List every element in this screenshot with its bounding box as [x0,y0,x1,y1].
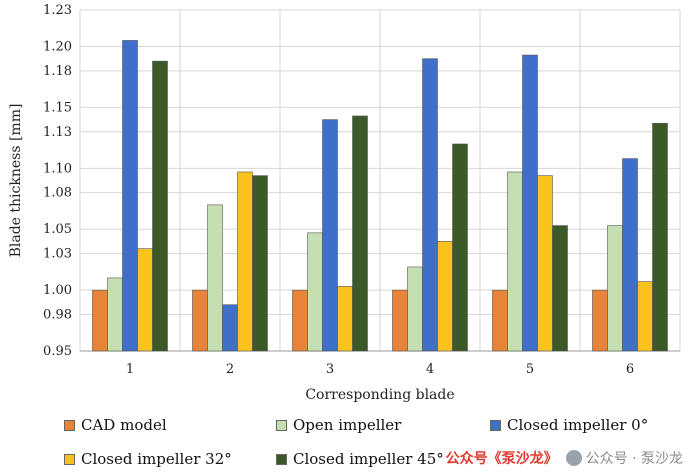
bar-closed-impeller-45-3 [352,115,368,352]
bar-cad-model-1 [92,289,108,352]
bar-closed-impeller-45-6 [652,122,668,352]
bar-chart: 0.95 0.98 1.00 1.03 1.05 1.08 1.10 1.13 1.15 1.18… [8,3,681,403]
y-tick-label: 1.13 [43,125,72,140]
bar-cad-model-6 [592,289,608,352]
y-tick-label: 1.10 [43,161,72,176]
bar-open-impeller-2 [207,204,223,352]
bar-closed-impeller-32-1 [137,248,153,352]
bar-open-impeller-1 [107,277,123,352]
bar-closed-impeller-32-4 [437,241,453,352]
bar-closed-impeller-0-6 [622,158,638,352]
legend-swatch-closed-impeller-32 [64,453,75,465]
bar-closed-impeller-0-1 [122,40,138,352]
legend-item-cad-model: CAD model [64,416,167,434]
bar-cad-model-3 [292,289,308,352]
bar-closed-impeller-45-4 [452,143,468,352]
legend-item-closed-impeller-45: Closed impeller 45° [276,450,444,468]
bar-closed-impeller-32-3 [337,286,353,352]
y-tick-label: 1.18 [43,64,72,79]
wechat-icon [565,450,582,466]
bar-open-impeller-3 [307,232,323,352]
legend-item-open-impeller: Open impeller [276,416,401,434]
bar-cad-model-2 [192,289,208,352]
legend-swatch-closed-impeller-45 [276,453,287,465]
x-tick-label: 1 [126,362,134,377]
y-tick-label: 0.95 [43,344,72,359]
bar-closed-impeller-45-5 [552,225,568,352]
legend-label-closed-impeller-32: Closed impeller 32° [81,450,232,468]
bar-open-impeller-4 [407,266,423,352]
y-tick-label: 1.03 [43,247,72,262]
bar-closed-impeller-32-2 [237,171,253,352]
bar-closed-impeller-45-1 [152,60,168,352]
bar-closed-impeller-0-2 [222,304,238,352]
bar-closed-impeller-32-5 [537,175,553,352]
bar-open-impeller-6 [607,225,623,352]
bar-open-impeller-5 [507,171,523,352]
legend-swatch-open-impeller [276,419,287,431]
x-axis-title: Corresponding blade [305,387,454,403]
x-tick-label: 5 [526,362,534,377]
bar-cad-model-5 [492,289,508,352]
bar-closed-impeller-0-4 [422,58,438,352]
legend-label-cad-model: CAD model [81,416,167,434]
bar-closed-impeller-32-6 [637,281,653,352]
legend-label-closed-impeller-0: Closed impeller 0° [507,416,649,434]
y-tick-label: 1.15 [43,100,72,115]
x-tick-label: 2 [226,362,234,377]
y-tick-label: 1.00 [43,283,72,298]
bar-cad-model-4 [392,289,408,352]
bar-closed-impeller-0-3 [322,119,338,352]
y-tick-label: 1.08 [43,186,72,201]
legend-item-closed-impeller-0: Closed impeller 0° [490,416,648,434]
watermark: 公众号《泵沙龙》 公众号 · 泵沙龙 [446,448,683,468]
watermark-red-text: 公众号《泵沙龙》 [445,451,558,467]
y-tick-label: 1.23 [43,3,72,18]
legend-swatch-closed-impeller-0 [490,419,501,431]
chart-legend: CAD model Open impeller Closed impeller … [0,408,689,474]
x-tick-label: 3 [326,362,334,377]
y-tick-label: 0.98 [43,307,72,322]
bar-closed-impeller-0-5 [522,54,538,352]
x-tick-label: 6 [626,362,634,377]
legend-item-closed-impeller-32: Closed impeller 32° [64,450,232,468]
legend-label-open-impeller: Open impeller [293,416,402,434]
watermark-gray-text: 公众号 · 泵沙龙 [585,451,683,467]
x-tick-label: 4 [426,362,434,377]
y-tick-label: 1.05 [43,222,72,237]
y-axis-title: Blade thickness [mm] [8,104,24,258]
bar-closed-impeller-45-2 [252,175,268,352]
y-tick-label: 1.20 [43,40,72,55]
legend-label-closed-impeller-45: Closed impeller 45° [293,450,444,468]
legend-swatch-cad-model [64,419,75,431]
